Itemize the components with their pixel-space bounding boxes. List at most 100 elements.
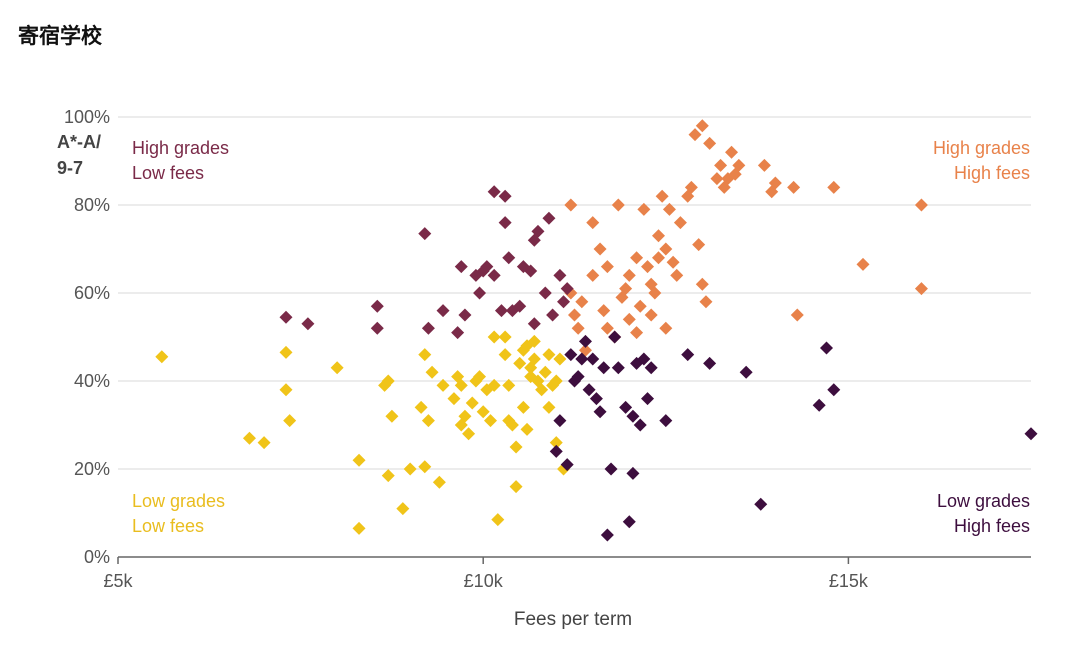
data-point-series-1: [513, 356, 527, 370]
data-point-series-2: [655, 189, 669, 203]
data-point-series-4: [754, 497, 768, 511]
data-point-series-2: [651, 251, 665, 265]
quadrant-label-bottom-left: Low fees: [132, 516, 204, 536]
data-point-series-1: [279, 345, 293, 359]
data-point-series-2: [644, 308, 658, 322]
data-point-series-1: [509, 480, 523, 494]
data-point-series-2: [600, 321, 614, 335]
data-point-series-1: [352, 521, 366, 535]
data-point-series-3: [451, 326, 465, 340]
data-point-series-1: [425, 365, 439, 379]
data-point-series-4: [812, 398, 826, 412]
data-point-series-2: [714, 158, 728, 172]
x-tick-label: £15k: [829, 571, 869, 591]
data-point-series-1: [520, 422, 534, 436]
data-point-series-1: [527, 352, 541, 366]
data-point-series-1: [421, 414, 435, 428]
data-point-series-1: [549, 374, 563, 388]
data-point-series-2: [564, 198, 578, 212]
data-point-series-2: [732, 158, 746, 172]
data-point-series-2: [703, 136, 717, 150]
data-point-series-2: [641, 260, 655, 274]
data-point-series-2: [600, 260, 614, 274]
data-point-series-1: [542, 400, 556, 414]
data-point-series-4: [608, 330, 622, 344]
data-point-series-1: [155, 350, 169, 364]
quadrant-label-top-left: High grades: [132, 138, 229, 158]
data-point-series-2: [659, 242, 673, 256]
data-point-series-2: [619, 282, 633, 296]
data-point-series-3: [454, 260, 468, 274]
quadrant-labels: High grades Low fees High grades High fees L…: [132, 138, 1030, 536]
data-point-series-1: [418, 460, 432, 474]
data-point-series-2: [695, 119, 709, 133]
data-point-series-1: [465, 396, 479, 410]
data-point-series-4: [626, 409, 640, 423]
data-point-series-2: [575, 295, 589, 309]
data-point-series-2: [695, 277, 709, 291]
data-point-series-3: [524, 264, 538, 278]
data-point-series-1: [476, 405, 490, 419]
data-point-series-1: [454, 378, 468, 392]
data-point-series-4: [571, 370, 585, 384]
data-point-series-3: [279, 310, 293, 324]
y-tick-label: 80%: [74, 195, 110, 215]
data-point-series-1: [505, 418, 519, 432]
data-point-series-3: [542, 211, 556, 225]
y-axis-label-line-2: 9-7: [57, 158, 83, 178]
data-point-series-2: [827, 180, 841, 194]
data-point-series-2: [611, 198, 625, 212]
data-point-series-4: [549, 444, 563, 458]
data-point-series-1: [381, 374, 395, 388]
data-point-series-1: [487, 330, 501, 344]
data-point-series-2: [856, 257, 870, 271]
data-point-series-1: [553, 352, 567, 366]
data-point-series-2: [651, 229, 665, 243]
data-point-series-1: [542, 348, 556, 362]
quadrant-label-top-right: High fees: [954, 163, 1030, 183]
data-point-series-1: [283, 414, 297, 428]
data-point-series-2: [757, 158, 771, 172]
data-point-series-3: [513, 299, 527, 313]
data-point-series-2: [725, 145, 739, 159]
data-point-series-3: [301, 317, 315, 331]
data-point-series-3: [502, 251, 516, 265]
data-point-series-1: [414, 400, 428, 414]
quadrant-label-top-right: High grades: [933, 138, 1030, 158]
data-point-series-2: [568, 308, 581, 322]
data-point-series-3: [498, 216, 512, 230]
data-point-series-1: [473, 370, 487, 384]
data-point-series-2: [637, 202, 651, 216]
data-point-series-4: [593, 405, 607, 419]
data-point-series-4: [644, 361, 658, 375]
data-point-series-4: [604, 462, 618, 476]
y-tick-label: 0%: [84, 547, 110, 567]
data-point-series-1: [242, 431, 256, 445]
data-point-series-1: [385, 409, 399, 423]
data-point-series-1: [458, 409, 472, 423]
data-point-series-3: [538, 286, 552, 300]
data-point-series-2: [684, 180, 698, 194]
data-point-series-4: [586, 352, 600, 366]
data-point-series-4: [589, 392, 603, 406]
page-title: 寄宿学校: [18, 24, 102, 48]
y-tick-label: 60%: [74, 283, 110, 303]
quadrant-label-bottom-left: Low grades: [132, 491, 225, 511]
data-point-series-1: [279, 383, 293, 397]
data-point-series-1: [396, 502, 410, 516]
data-point-series-2: [659, 321, 673, 335]
data-point-series-4: [600, 528, 614, 542]
data-point-series-1: [502, 378, 516, 392]
data-point-series-4: [575, 352, 589, 366]
data-point-series-1: [257, 436, 271, 450]
data-point-series-3: [370, 321, 384, 335]
data-point-series-3: [494, 304, 508, 318]
data-point-series-2: [630, 251, 644, 265]
y-tick-label: 40%: [74, 371, 110, 391]
data-point-series-3: [560, 282, 574, 296]
data-point-series-1: [509, 440, 523, 454]
data-point-series-1: [462, 427, 476, 441]
data-point-series-1: [516, 400, 530, 414]
data-point-series-1: [403, 462, 417, 476]
data-point-series-4: [1024, 427, 1038, 441]
